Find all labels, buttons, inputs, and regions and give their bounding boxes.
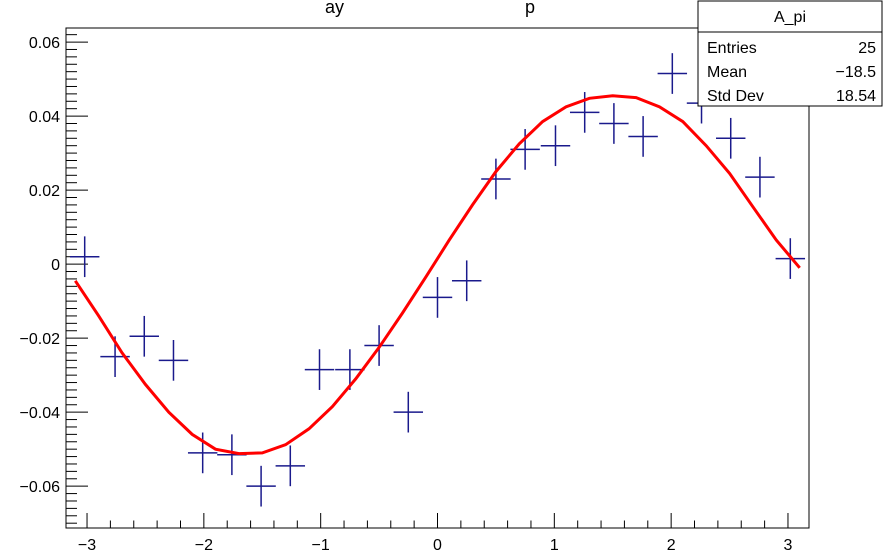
- y-tick-label: 0.02: [29, 183, 60, 200]
- data-point: [422, 277, 453, 318]
- stats-entries-value: 25: [858, 40, 876, 57]
- data-point: [540, 125, 571, 167]
- y-tick-label: −0.04: [20, 405, 61, 422]
- data-point: [304, 349, 335, 390]
- x-tick-label: −2: [195, 537, 213, 554]
- y-axis-tick-labels: −0.06 −0.04 −0.02 0 0.02 0.04 0.06: [20, 35, 61, 496]
- data-point: [393, 391, 424, 433]
- data-point: [481, 158, 511, 200]
- stats-stddev-label: Std Dev: [707, 88, 764, 105]
- data-point: [69, 236, 100, 278]
- x-tick-label: 1: [550, 537, 559, 554]
- data-point: [657, 53, 688, 94]
- x-tick-label: −3: [78, 537, 96, 554]
- x-tick-label: 2: [667, 537, 676, 554]
- x-tick-label: 0: [433, 537, 442, 554]
- x-axis-ticks: [86, 513, 789, 528]
- y-tick-label: 0.06: [29, 35, 60, 52]
- stats-box-frame: [697, 0, 883, 107]
- y-tick-label: 0: [51, 257, 60, 274]
- data-point: [745, 156, 775, 198]
- data-point: [451, 260, 482, 302]
- stats-entries-label: Entries: [707, 40, 757, 57]
- y-axis-ticks: [66, 34, 88, 524]
- chart-title-fragment: ay: [325, 0, 344, 17]
- data-point: [716, 117, 746, 159]
- fit-curve: [74, 94, 801, 456]
- data-point: [129, 315, 159, 357]
- stats-mean-label: Mean: [707, 64, 747, 81]
- x-tick-label: 3: [784, 537, 793, 554]
- stats-mean-value: −18.5: [836, 64, 877, 81]
- stats-stddev-value: 18.54: [836, 88, 876, 105]
- stats-box: A_pi Entries 25 Mean −18.5 Std Dev 18.54: [697, 0, 883, 107]
- y-tick-label: 0.04: [29, 109, 60, 126]
- x-tick-label: −1: [312, 537, 330, 554]
- y-tick-label: −0.06: [20, 479, 61, 496]
- stats-box-name: A_pi: [774, 9, 806, 26]
- data-points: [69, 53, 806, 507]
- data-point: [246, 465, 276, 507]
- data-point: [628, 116, 658, 157]
- data-point: [275, 445, 306, 487]
- chart-title-fragment-right: p: [525, 0, 535, 17]
- y-tick-label: −0.02: [20, 331, 61, 348]
- data-point: [599, 103, 629, 144]
- x-axis-tick-labels: −3 −2 −1 0 1 2 3: [78, 537, 793, 554]
- data-point: [158, 339, 189, 381]
- data-point: [335, 349, 365, 390]
- data-point: [187, 432, 218, 474]
